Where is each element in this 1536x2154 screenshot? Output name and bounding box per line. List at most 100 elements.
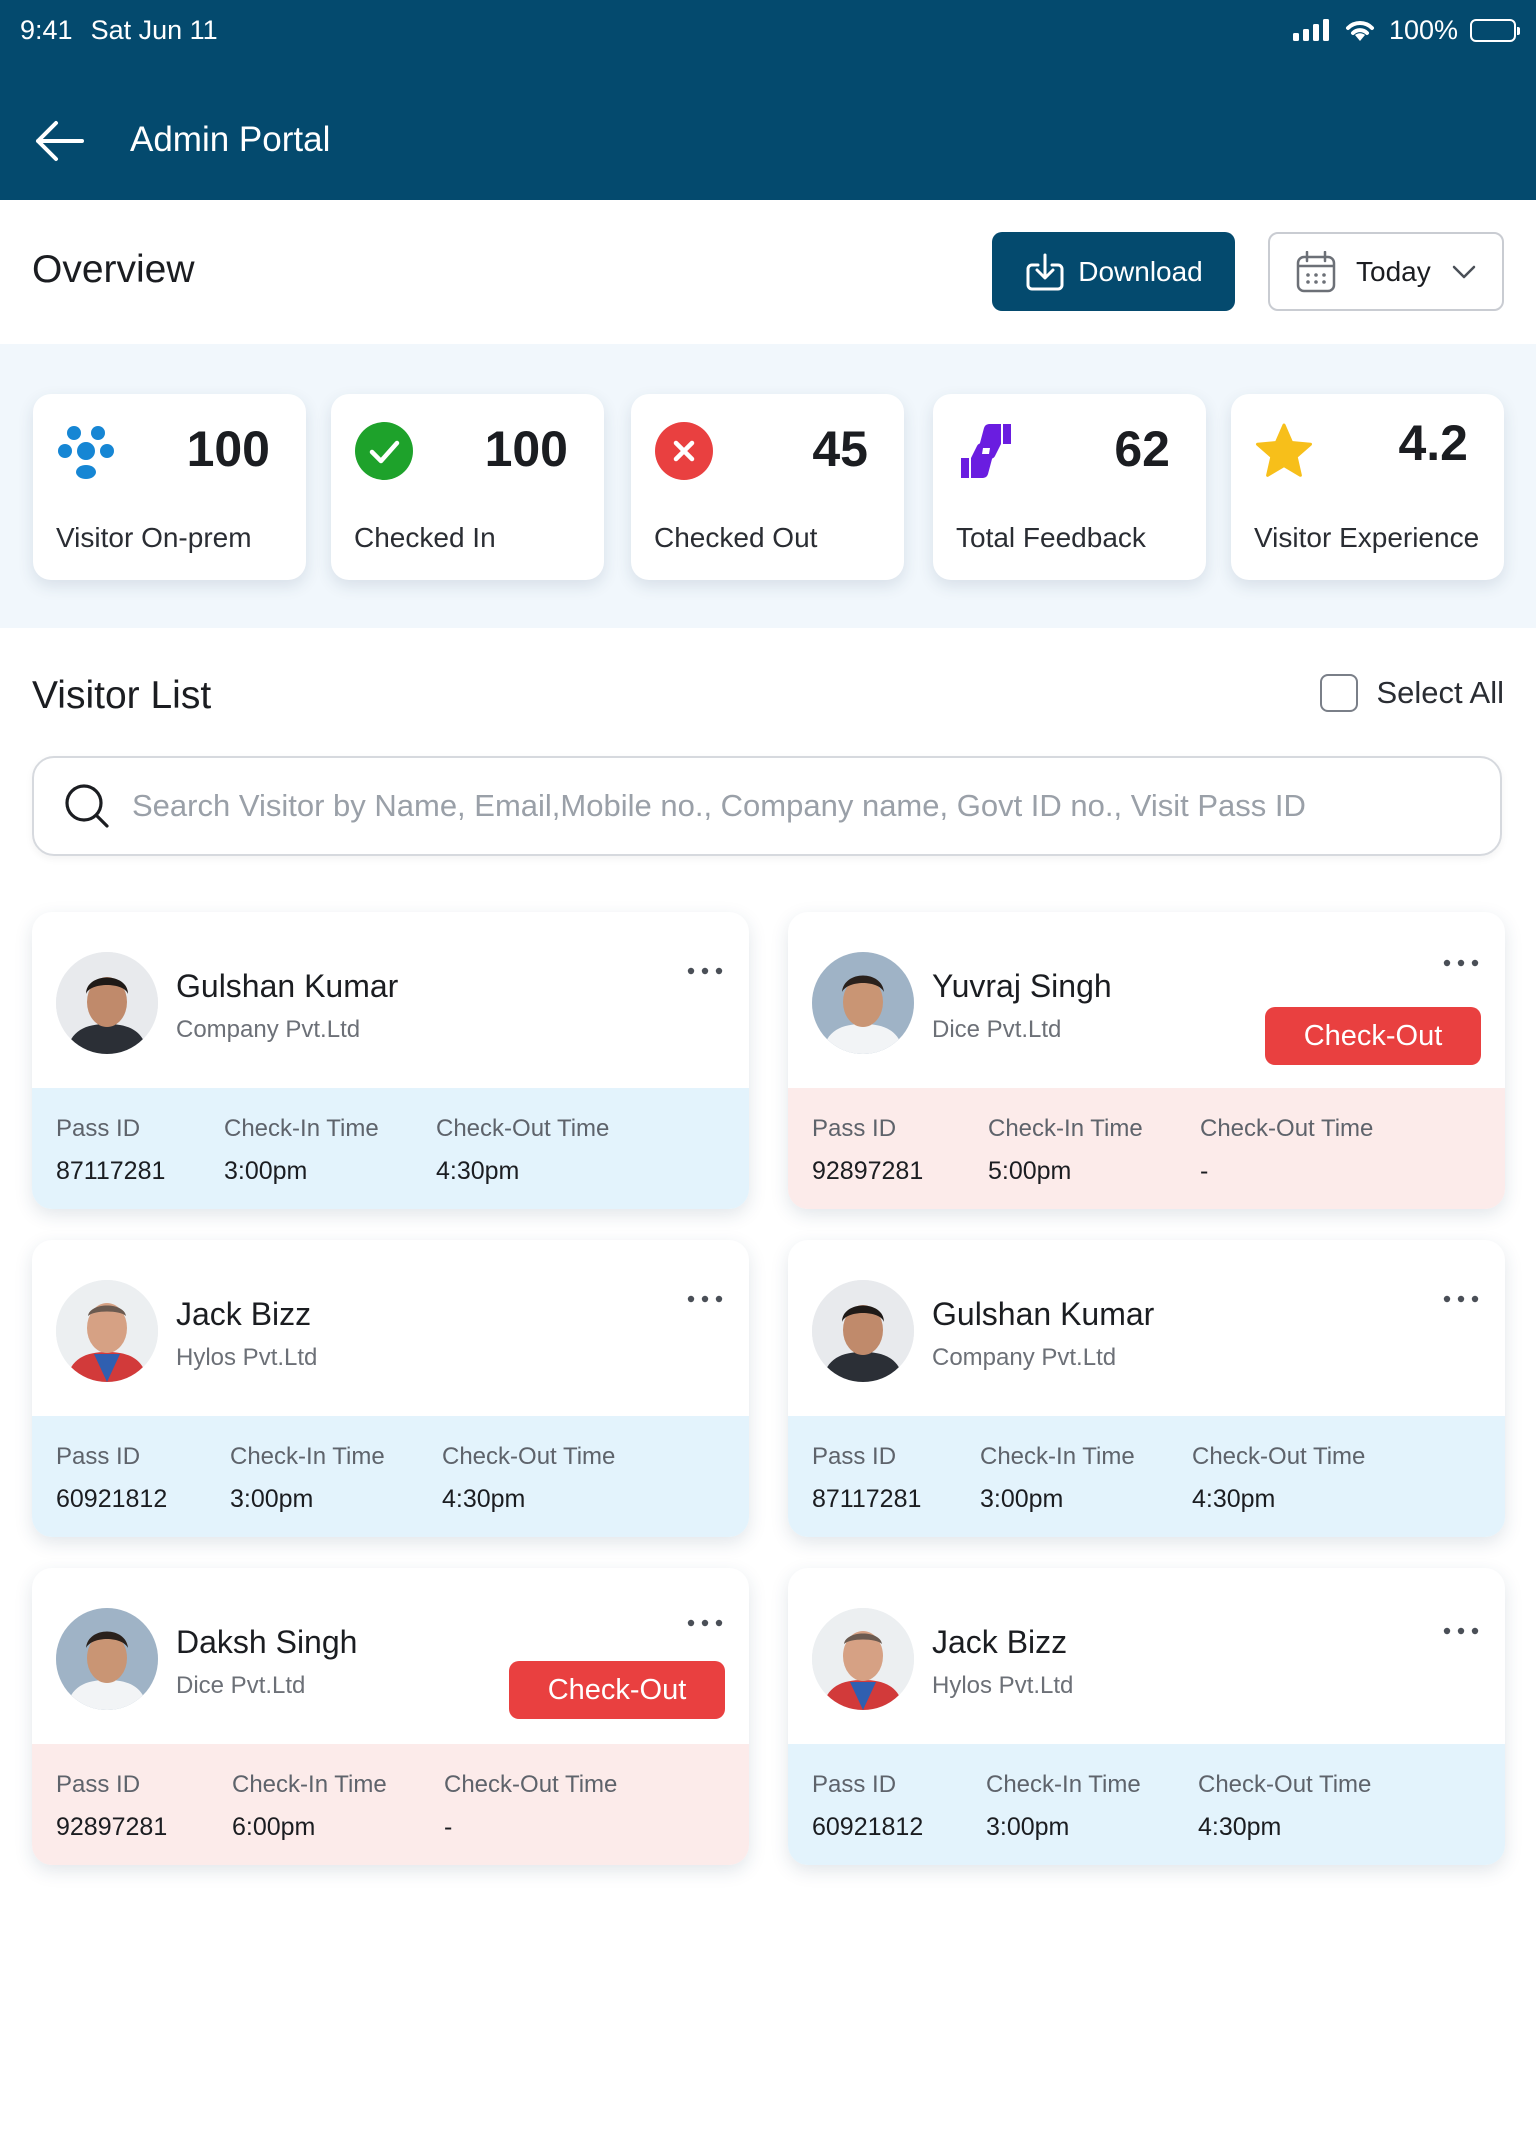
pass-id-column: Pass ID 87117281 xyxy=(56,1115,165,1186)
check-in-value: 3:00pm xyxy=(980,1485,1064,1513)
date-filter-dropdown[interactable]: Today xyxy=(1268,232,1504,311)
visitor-name: Yuvraj Singh xyxy=(932,968,1112,1004)
visitor-list-title: Visitor List xyxy=(32,674,212,717)
visitor-card[interactable]: Jack Bizz Hylos Pvt.Ltd Pass ID 60921812 … xyxy=(32,1240,749,1537)
pass-id-label: Pass ID xyxy=(56,1115,141,1142)
download-button[interactable]: Download xyxy=(992,232,1235,311)
check-out-value: 4:30pm xyxy=(436,1157,520,1185)
check-out-label: Check-Out Time xyxy=(444,1771,618,1798)
visitor-company: Dice Pvt.Ltd xyxy=(176,1672,306,1699)
avatar xyxy=(56,1280,158,1382)
check-in-value: 3:00pm xyxy=(230,1485,314,1513)
overview-bar: Overview Download Today xyxy=(0,208,1536,344)
check-out-button[interactable]: Check-Out xyxy=(509,1661,725,1719)
visitor-card[interactable]: Gulshan Kumar Company Pvt.Ltd Pass ID 871… xyxy=(788,1240,1505,1537)
select-all-label: Select All xyxy=(1376,675,1504,710)
visitor-name: Daksh Singh xyxy=(176,1624,358,1660)
check-in-label: Check-In Time xyxy=(988,1115,1143,1142)
visitor-name: Jack Bizz xyxy=(932,1624,1068,1660)
calendar-icon xyxy=(1296,250,1336,292)
stat-card-checked-out[interactable]: 45 Checked Out xyxy=(631,394,904,580)
pass-id-value: 87117281 xyxy=(812,1485,922,1513)
pass-id-value: 60921812 xyxy=(812,1813,924,1841)
more-options-icon[interactable] xyxy=(685,1616,725,1630)
check-in-label: Check-In Time xyxy=(980,1443,1135,1470)
back-arrow-icon[interactable] xyxy=(32,118,86,164)
check-out-value: 4:30pm xyxy=(442,1485,526,1513)
pass-info: Pass ID 87117281 Check-In Time 3:00pm Chec… xyxy=(32,1088,749,1209)
star-icon xyxy=(1256,423,1312,477)
check-in-label: Check-In Time xyxy=(230,1443,385,1470)
visitor-card[interactable]: Gulshan Kumar Company Pvt.Ltd Pass ID 871… xyxy=(32,912,749,1209)
check-out-value: 4:30pm xyxy=(1198,1813,1282,1841)
check-out-label: Check-Out Time xyxy=(436,1115,610,1142)
app-bar: 9:41 Sat Jun 11 100% Admin Portal xyxy=(0,0,1536,200)
pass-id-value: 60921812 xyxy=(56,1485,168,1513)
stat-label: Checked Out xyxy=(654,522,818,553)
check-in-value: 3:00pm xyxy=(224,1157,308,1185)
select-all-checkbox[interactable]: Select All xyxy=(1320,674,1504,712)
stat-card-visitor-experience[interactable]: 4.2 Visitor Experience xyxy=(1231,394,1504,580)
stats-strip: 100 Visitor On-prem 100 Checked In 45 Ch… xyxy=(0,344,1536,628)
stat-value: 100 xyxy=(484,421,568,477)
search-bar[interactable] xyxy=(32,756,1502,856)
more-options-icon[interactable] xyxy=(1441,1624,1481,1638)
more-options-icon[interactable] xyxy=(1441,956,1481,970)
check-out-column: Check-Out Time 4:30pm xyxy=(442,1443,615,1514)
pass-id-value: 92897281 xyxy=(812,1157,924,1185)
pass-id-column: Pass ID 60921812 xyxy=(812,1771,923,1842)
pass-info: Pass ID 60921812 Check-In Time 3:00pm Chec… xyxy=(32,1416,749,1537)
check-out-column: Check-Out Time - xyxy=(1200,1115,1373,1186)
status-right: 100% xyxy=(1292,14,1520,46)
check-in-label: Check-In Time xyxy=(986,1771,1141,1798)
stat-value: 62 xyxy=(1114,421,1170,477)
visitor-name: Gulshan Kumar xyxy=(176,968,399,1004)
pass-id-label: Pass ID xyxy=(56,1771,141,1798)
avatar xyxy=(812,1608,914,1710)
status-time: 9:41 xyxy=(20,14,73,45)
visitor-name: Jack Bizz xyxy=(176,1296,312,1332)
visitor-card[interactable]: Jack Bizz Hylos Pvt.Ltd Pass ID 60921812 … xyxy=(788,1568,1505,1865)
check-out-label: Check-Out Time xyxy=(1200,1115,1374,1142)
check-in-column: Check-In Time 5:00pm xyxy=(988,1115,1143,1186)
check-out-value: - xyxy=(1200,1157,1209,1185)
pass-info: Pass ID 92897281 Check-In Time 5:00pm Chec… xyxy=(788,1088,1505,1209)
pass-id-column: Pass ID 92897281 xyxy=(812,1115,923,1186)
visitor-company: Hylos Pvt.Ltd xyxy=(932,1672,1074,1699)
date-filter-value: Today xyxy=(1356,255,1431,287)
battery-percent: 100% xyxy=(1388,14,1458,45)
pass-id-label: Pass ID xyxy=(812,1115,897,1142)
check-out-column: Check-Out Time - xyxy=(444,1771,617,1842)
check-out-button[interactable]: Check-Out xyxy=(1265,1007,1481,1065)
check-out-column: Check-Out Time 4:30pm xyxy=(1198,1771,1371,1842)
more-options-icon[interactable] xyxy=(685,1292,725,1306)
stat-card-checked-in[interactable]: 100 Checked In xyxy=(331,394,604,580)
battery-icon xyxy=(1470,18,1520,42)
stat-value: 4.2 xyxy=(1398,415,1468,471)
search-input[interactable] xyxy=(132,788,1462,824)
avatar xyxy=(56,952,158,1054)
visitor-card[interactable]: Daksh Singh Dice Pvt.Ltd Check-Out Pass … xyxy=(32,1568,749,1865)
avatar xyxy=(56,1608,158,1710)
pass-id-value: 87117281 xyxy=(56,1157,166,1185)
check-in-value: 6:00pm xyxy=(232,1813,316,1841)
status-date: Sat Jun 11 xyxy=(90,14,218,45)
avatar xyxy=(812,1280,914,1382)
visitors-icon xyxy=(58,426,114,479)
check-in-label: Check-In Time xyxy=(224,1115,379,1142)
stat-label: Checked In xyxy=(354,522,496,553)
more-options-icon[interactable] xyxy=(685,964,725,978)
visitor-card[interactable]: Yuvraj Singh Dice Pvt.Ltd Check-Out Pass… xyxy=(788,912,1505,1209)
download-icon xyxy=(1026,253,1064,290)
more-options-icon[interactable] xyxy=(1441,1292,1481,1306)
wifi-icon xyxy=(1345,21,1374,41)
x-circle-icon xyxy=(655,422,713,480)
stat-label: Visitor Experience xyxy=(1254,522,1480,553)
check-in-value: 3:00pm xyxy=(986,1813,1070,1841)
stat-card-total-feedback[interactable]: 62 Total Feedback xyxy=(933,394,1206,580)
stat-card-visitor-on-prem[interactable]: 100 Visitor On-prem xyxy=(33,394,306,580)
stat-value: 100 xyxy=(186,421,270,477)
checkbox-box[interactable] xyxy=(1320,674,1359,712)
check-out-label: Check-Out Time xyxy=(442,1443,616,1470)
overview-title: Overview xyxy=(32,248,195,291)
